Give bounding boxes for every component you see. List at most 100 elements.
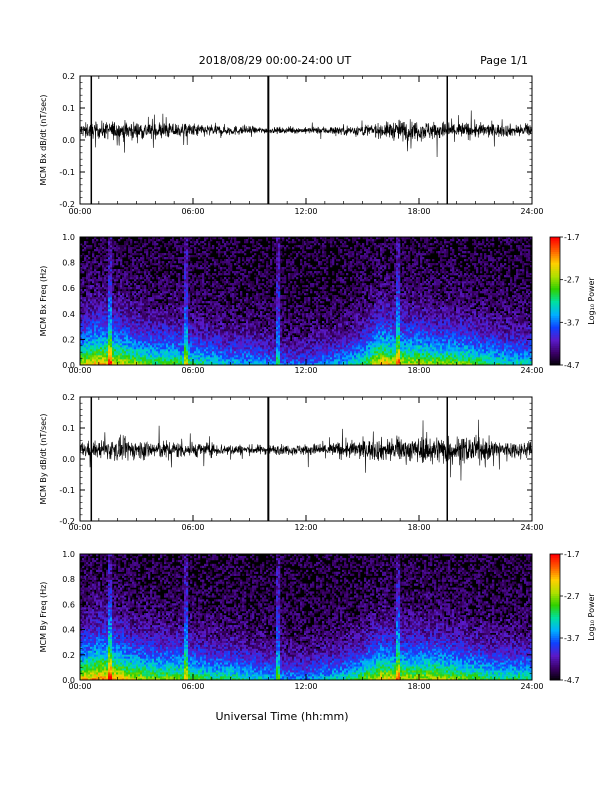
spectrogram-cell	[180, 333, 183, 336]
spectrogram-cell	[176, 347, 179, 350]
spectrogram-cell	[138, 333, 141, 336]
spectrogram-cell	[130, 339, 133, 342]
spectrogram-cell	[130, 315, 133, 318]
spectrogram-cell	[126, 277, 129, 280]
spectrogram-cell	[174, 303, 177, 306]
spectrogram-cell	[152, 359, 155, 362]
spectrogram-cell	[170, 261, 173, 264]
spectrogram-cell	[112, 317, 115, 320]
spectrogram-cell	[88, 359, 91, 362]
spectrogram-cell	[272, 359, 275, 362]
spectrogram-cell	[200, 255, 203, 258]
spectrogram-cell	[180, 309, 183, 312]
spectrogram-cell	[114, 243, 117, 246]
spectrogram-cell	[110, 257, 113, 260]
spectrogram-cell	[190, 291, 193, 294]
spectrogram-cell	[184, 329, 187, 332]
spectrogram-cell	[122, 237, 125, 240]
spectrogram-cell	[170, 299, 173, 302]
spectrogram-cell	[216, 355, 219, 358]
spectrogram-cell	[198, 319, 201, 322]
spectrogram-cell	[114, 281, 117, 284]
spectrogram-cell	[234, 239, 237, 242]
spectrogram-cell	[254, 363, 257, 366]
spectrogram-cell	[154, 251, 157, 254]
spectrogram-cell	[246, 309, 249, 312]
spectrogram-cell	[162, 275, 165, 278]
spectrogram-cell	[142, 327, 145, 330]
spectrogram-cell	[130, 243, 133, 246]
spectrogram-cell	[154, 309, 157, 312]
spectrogram-cell	[260, 259, 263, 262]
spectrogram-cell	[248, 289, 251, 292]
spectrogram-cell	[154, 293, 157, 296]
spectrogram-cell	[234, 311, 237, 314]
spectrogram-cell	[246, 345, 249, 348]
spectrogram-cell	[192, 339, 195, 342]
spectrogram-cell	[82, 357, 85, 360]
spectrogram-cell	[128, 305, 131, 308]
spectrogram-cell	[152, 295, 155, 298]
spectrogram-cell	[208, 265, 211, 268]
spectrogram-cell	[156, 321, 159, 324]
spectrogram-cell	[168, 359, 171, 362]
spectrogram-cell	[202, 359, 205, 362]
spectrogram-cell	[266, 295, 269, 298]
spectrogram-cell	[258, 329, 261, 332]
spectrogram-cell	[252, 249, 255, 252]
spectrogram-cell	[126, 345, 129, 348]
spectrogram-cell	[140, 289, 143, 292]
spectrogram-cell	[234, 331, 237, 334]
spectrogram-cell	[260, 351, 263, 354]
spectrogram-cell	[176, 307, 179, 310]
spectrogram-cell	[132, 349, 135, 352]
spectrogram-cell	[256, 335, 259, 338]
spectrogram-cell	[162, 291, 165, 294]
spectrogram-cell	[202, 347, 205, 350]
spectrogram-cell	[142, 317, 145, 320]
spectrogram-cell	[152, 315, 155, 318]
spectrogram-cell	[196, 299, 199, 302]
spectrogram-cell	[214, 263, 217, 266]
spectrogram-cell	[168, 319, 171, 322]
spectrogram-cell	[114, 363, 117, 366]
spectrogram-cell	[126, 341, 129, 344]
spectrogram-cell	[164, 341, 167, 344]
spectrogram-cell	[118, 323, 121, 326]
spectrogram-cell	[244, 339, 247, 342]
spectrogram-cell	[190, 273, 193, 276]
spectrogram-cell	[216, 321, 219, 324]
spectrogram-cell	[228, 337, 231, 340]
spectrogram-cell	[186, 295, 189, 298]
spectrogram-cell	[266, 325, 269, 328]
spectrogram-cell	[164, 277, 167, 280]
spectrogram-cell	[180, 361, 183, 364]
spectrogram-cell	[112, 325, 115, 328]
spectrogram-cell	[80, 333, 83, 336]
spectrogram-cell	[228, 257, 231, 260]
spectrogram-cell	[170, 257, 173, 260]
spectrogram-cell	[88, 307, 91, 310]
spectrogram-cell	[112, 355, 115, 358]
spectrogram-cell	[84, 241, 87, 244]
spectrogram-cell	[178, 345, 181, 348]
spectrogram-cell	[80, 331, 83, 334]
spectrogram-cell	[232, 351, 235, 354]
spectrogram-cell	[236, 245, 239, 248]
spectrogram-cell	[102, 355, 105, 358]
spectrogram-cell	[146, 363, 149, 366]
spectrogram-cell	[266, 341, 269, 344]
spectrogram-cell	[132, 247, 135, 250]
spectrogram-cell	[250, 301, 253, 304]
spectrogram-cell	[216, 331, 219, 334]
spectrogram-cell	[158, 315, 161, 318]
spectrogram-cell	[152, 321, 155, 324]
spectrogram-cell	[238, 271, 241, 274]
spectrogram-cell	[212, 305, 215, 308]
spectrogram-cell	[190, 265, 193, 268]
spectrogram-cell	[188, 249, 191, 252]
spectrogram-cell	[142, 307, 145, 310]
spectrogram-cell	[186, 341, 189, 344]
spectrogram-cell	[138, 285, 141, 288]
spectrogram-cell	[112, 287, 115, 290]
